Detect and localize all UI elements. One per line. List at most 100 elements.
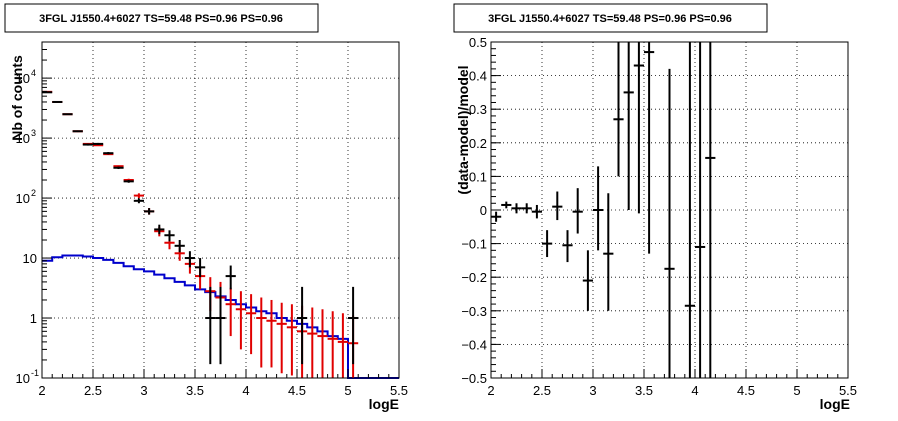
- data-point: [184, 251, 195, 268]
- right-y-tick-label: −0.2: [461, 270, 487, 285]
- residual-point: [623, 42, 634, 210]
- data-point: [215, 286, 226, 365]
- left-y-tick-exponent: 3: [31, 128, 36, 138]
- residual-point: [633, 42, 644, 214]
- left-x-tick-label: 5: [344, 383, 351, 398]
- right-x-tick-label: 2: [487, 383, 494, 398]
- data-point: [82, 143, 93, 146]
- left-x-ticks: 2 2.5 3 3.5 4 4.5 5 5.5: [38, 369, 408, 398]
- left-data-series: [42, 91, 359, 365]
- left-y-tick-exponent: -1: [31, 368, 39, 378]
- data-point: [164, 230, 175, 242]
- right-y-tick-label: 0.4: [469, 69, 487, 84]
- data-point: [113, 166, 124, 170]
- data-point: [93, 142, 104, 145]
- data-point: [195, 258, 206, 278]
- residual-point: [521, 203, 532, 214]
- residual-point: [593, 166, 604, 251]
- data-point: [52, 100, 63, 103]
- data-point: [133, 198, 144, 204]
- right-y-tick-label: −0.5: [461, 371, 487, 386]
- right-x-tick-label: 3: [589, 383, 596, 398]
- right-x-tick-label: 3.5: [635, 383, 653, 398]
- right-x-axis-label: logE: [820, 396, 850, 412]
- left-x-tick-label: 3: [140, 383, 147, 398]
- right-x-tick-label: 5: [793, 383, 800, 398]
- left-y-axis-label: Nb of counts: [9, 55, 25, 141]
- residual-point: [695, 42, 706, 378]
- data-point: [205, 286, 216, 365]
- left-y-tick-label: 10: [16, 371, 30, 386]
- left-y-tick-exponent: 4: [31, 68, 36, 78]
- right-x-tick-label: 4: [691, 383, 698, 398]
- data-point: [103, 152, 114, 155]
- left-x-tick-label: 2.5: [84, 383, 102, 398]
- residual-point: [582, 250, 593, 311]
- data-point: [123, 180, 134, 183]
- right-x-ticks: 2 2.5 3 3.5 4 4.5 5 5.5: [487, 369, 857, 398]
- residual-point: [664, 68, 675, 378]
- residual-point: [531, 204, 542, 219]
- left-title: 3FGL J1550.4+6027 TS=59.48 PS=0.96 PS=0.…: [39, 13, 283, 25]
- right-y-tick-label: 0: [480, 203, 487, 218]
- left-x-axis-label: logE: [369, 396, 399, 412]
- residual-point: [542, 230, 553, 258]
- right-y-tick-label: −0.4: [461, 337, 487, 352]
- data-point: [72, 130, 83, 133]
- left-y-tick-label: 10: [23, 251, 37, 266]
- right-title-box: [453, 3, 768, 33]
- right-residual-series: [491, 42, 716, 378]
- residual-point: [705, 42, 716, 378]
- model-point: [225, 287, 236, 337]
- left-y-tick-label: 10: [16, 191, 30, 206]
- model-point: [235, 291, 246, 350]
- data-point: [297, 286, 308, 365]
- residual-point: [644, 42, 655, 254]
- model-point: [266, 299, 277, 368]
- right-y-tick-label: 0.1: [469, 169, 487, 184]
- left-title-box: [4, 3, 319, 33]
- model-point: [327, 311, 338, 378]
- model-point: [286, 304, 297, 376]
- left-x-tick-label: 5.5: [390, 383, 408, 398]
- right-x-tick-label: 4.5: [737, 383, 755, 398]
- residual-point: [511, 203, 522, 214]
- right-x-tick-label: 5.5: [839, 383, 857, 398]
- right-y-tick-label: 0.2: [469, 136, 487, 151]
- right-x-tick-label: 2.5: [533, 383, 551, 398]
- residual-point: [572, 188, 583, 234]
- model-point: [307, 307, 318, 378]
- right-panel: 3FGL J1550.4+6027 TS=59.48 PS=0.96 PS=0.…: [453, 3, 857, 412]
- residual-point: [552, 191, 563, 221]
- left-plot-frame: [41, 41, 400, 379]
- left-model-series: [42, 90, 359, 378]
- residual-point: [562, 230, 573, 263]
- right-y-tick-label: 0.5: [469, 35, 487, 50]
- data-point: [174, 239, 185, 253]
- model-point: [133, 193, 144, 199]
- model-point: [276, 302, 287, 374]
- model-point: [256, 297, 267, 368]
- residual-point: [613, 42, 624, 177]
- data-point: [62, 113, 73, 116]
- data-point: [144, 208, 155, 215]
- right-y-axis-label: (data-model)/model: [455, 65, 471, 194]
- right-title: 3FGL J1550.4+6027 TS=59.48 PS=0.96 PS=0.…: [488, 13, 732, 25]
- left-panel: 3FGL J1550.4+6027 TS=59.48 PS=0.96 PS=0.…: [4, 3, 408, 412]
- right-y-ticks: 0.5 0.4 0.3 0.2 0.1 0 −0.1 −0.2 −0.3 −0.4 −0.5: [461, 35, 501, 386]
- left-x-tick-label: 2: [38, 383, 45, 398]
- model-point: [246, 294, 257, 355]
- data-point: [42, 91, 53, 94]
- left-x-tick-label: 3.5: [186, 383, 204, 398]
- left-y-tick-label: 1: [30, 311, 37, 326]
- data-point: [348, 286, 359, 365]
- residual-point: [684, 42, 695, 378]
- left-y-tick-exponent: 2: [31, 188, 36, 198]
- left-y-tick-label: 10: [16, 131, 30, 146]
- left-x-tick-label: 4: [242, 383, 249, 398]
- model-point: [317, 309, 328, 378]
- left-grid: [42, 42, 399, 378]
- data-point: [154, 224, 165, 235]
